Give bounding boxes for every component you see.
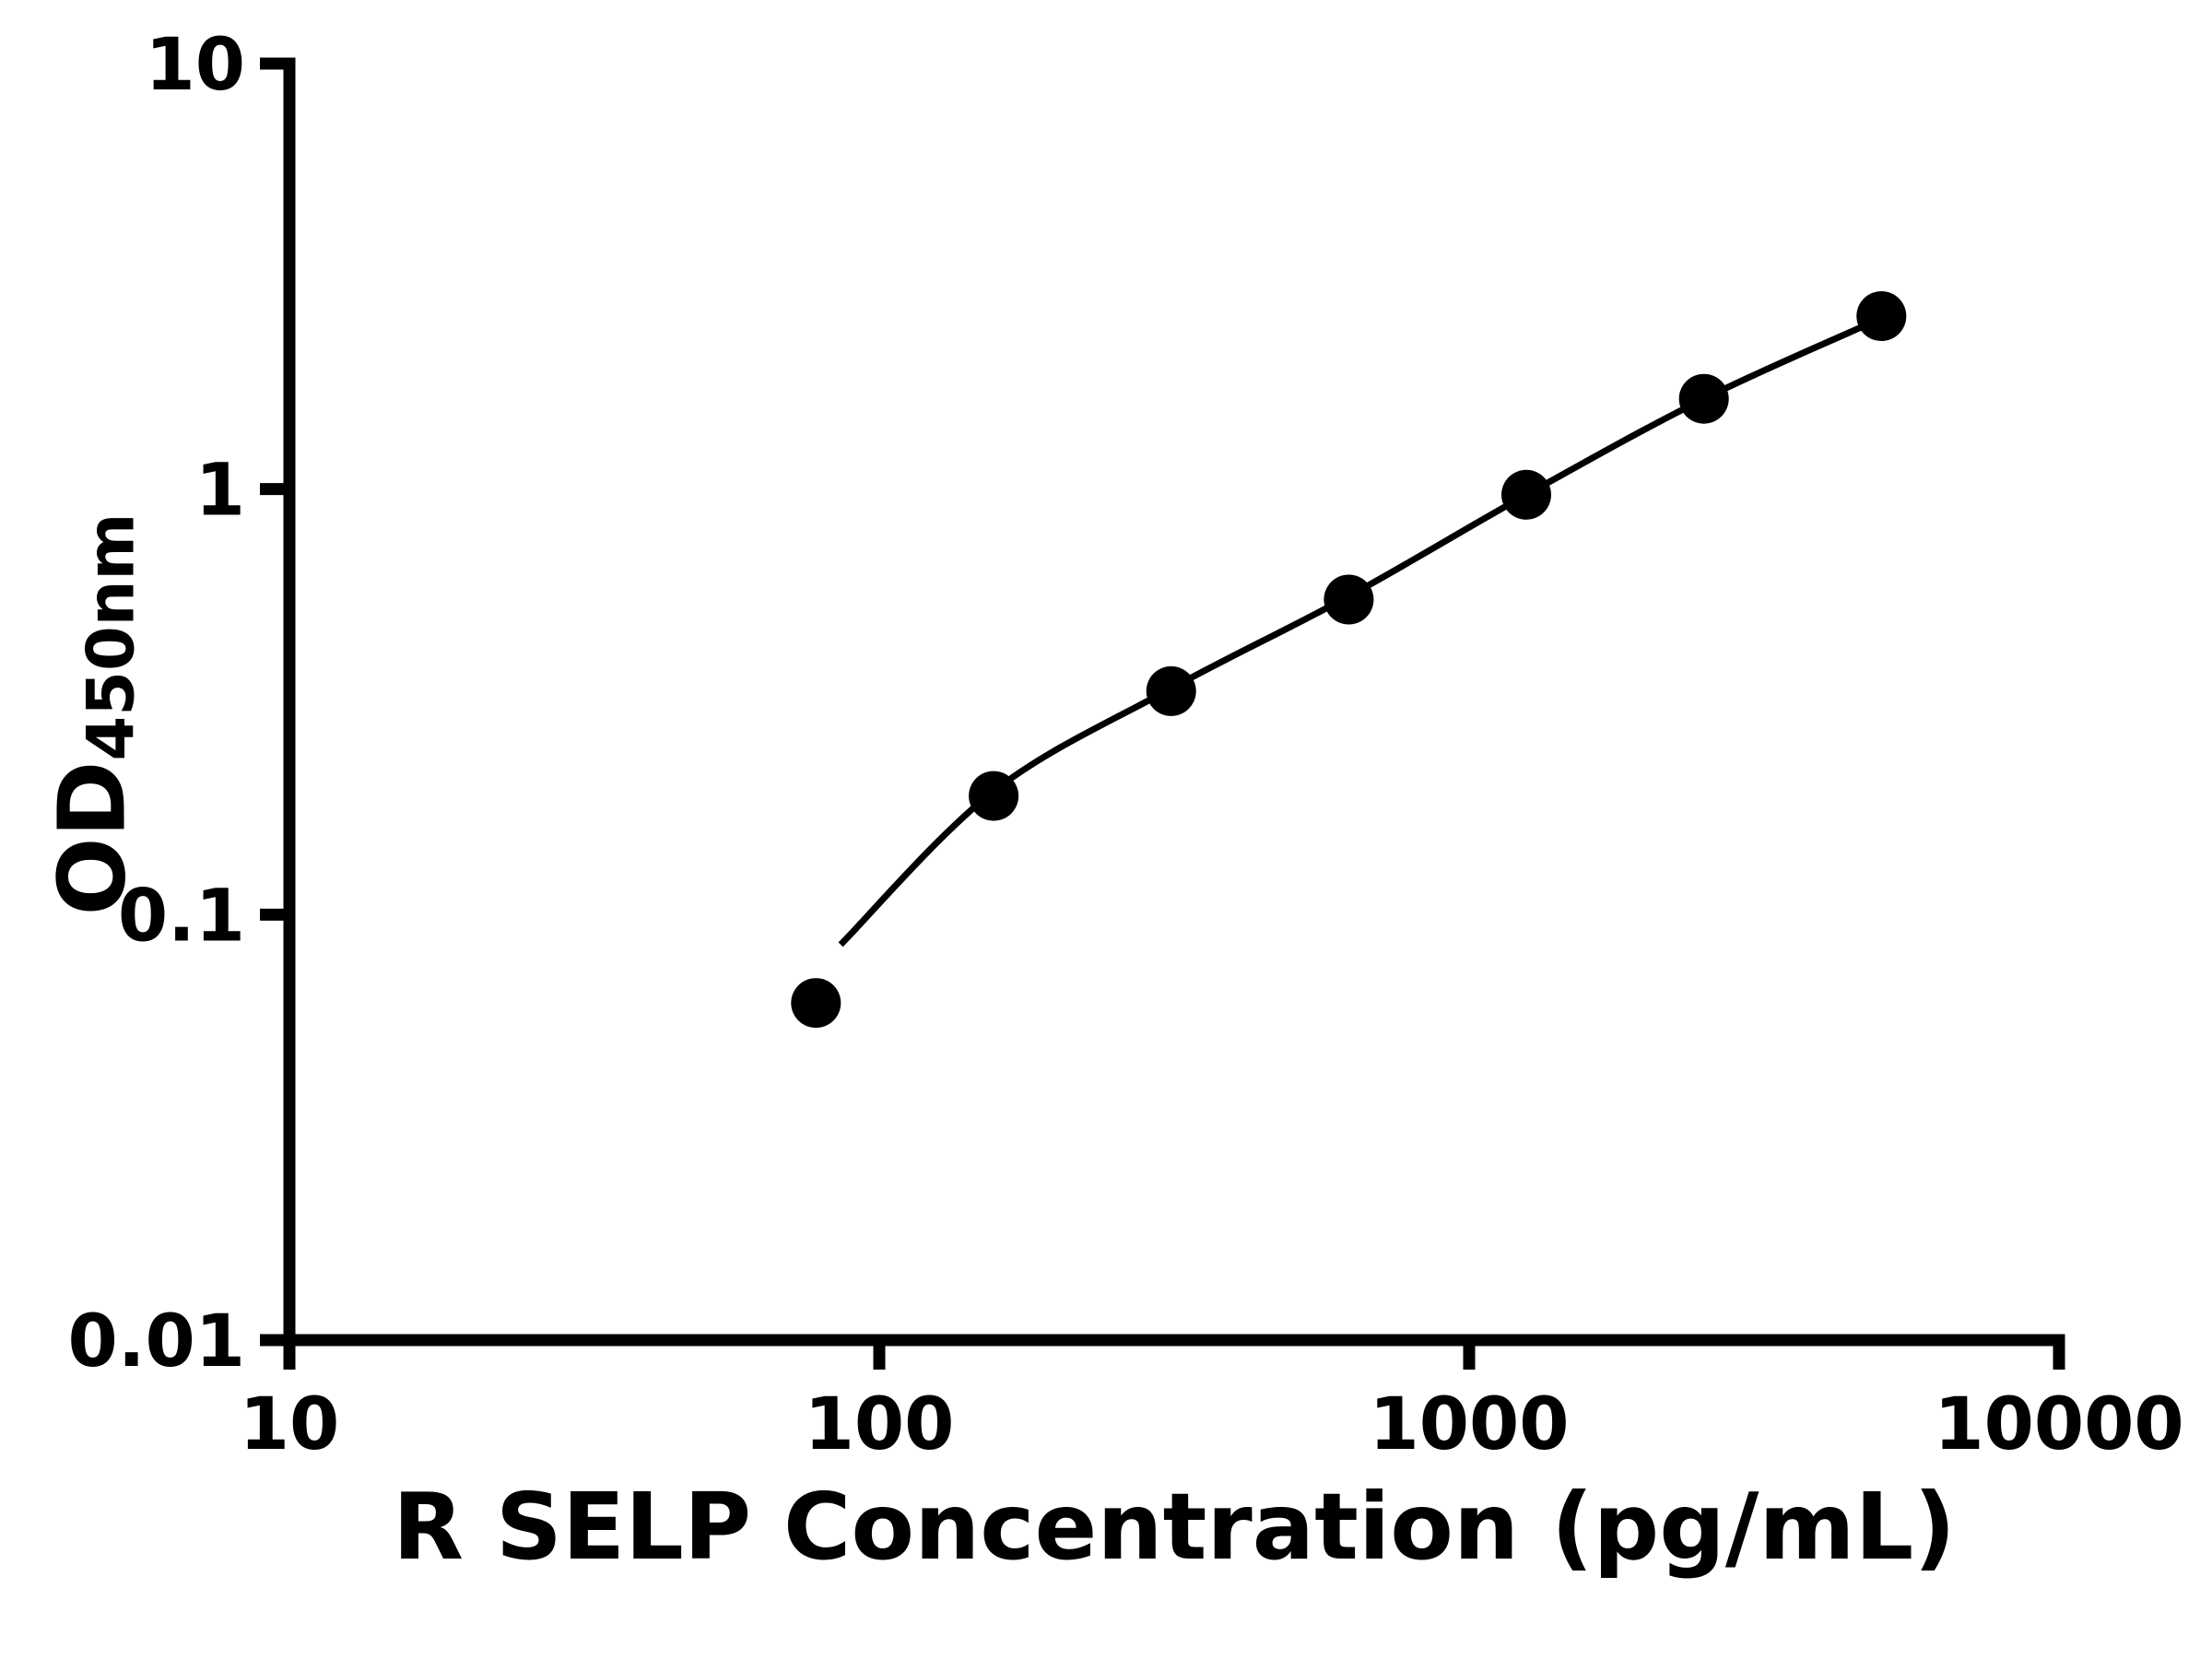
data-point [1501,469,1551,520]
data-point [969,771,1019,821]
data-point [1146,665,1196,716]
y-tick-label: 0.01 [68,1300,245,1383]
data-point [1324,574,1374,625]
data-point [1856,291,1907,341]
x-tick-label: 10 [240,1383,340,1466]
y-axis-title-main: OD [38,760,147,916]
y-tick-label: 0.1 [118,875,245,958]
x-tick-label: 10000 [1934,1383,2183,1466]
y-tick-label: 10 [145,24,245,107]
x-tick-label: 100 [805,1383,955,1466]
x-axis-title: R SELP Concentration (pg/mL) [393,1473,1956,1581]
y-axis-title-subscript: 450nm [73,512,149,761]
x-tick-label: 1000 [1369,1383,1569,1466]
data-point [791,978,841,1029]
fit-curve [838,315,1883,947]
y-axis-title: OD450nm [38,512,149,916]
y-tick-label: 1 [195,450,245,533]
data-point [1678,373,1729,424]
